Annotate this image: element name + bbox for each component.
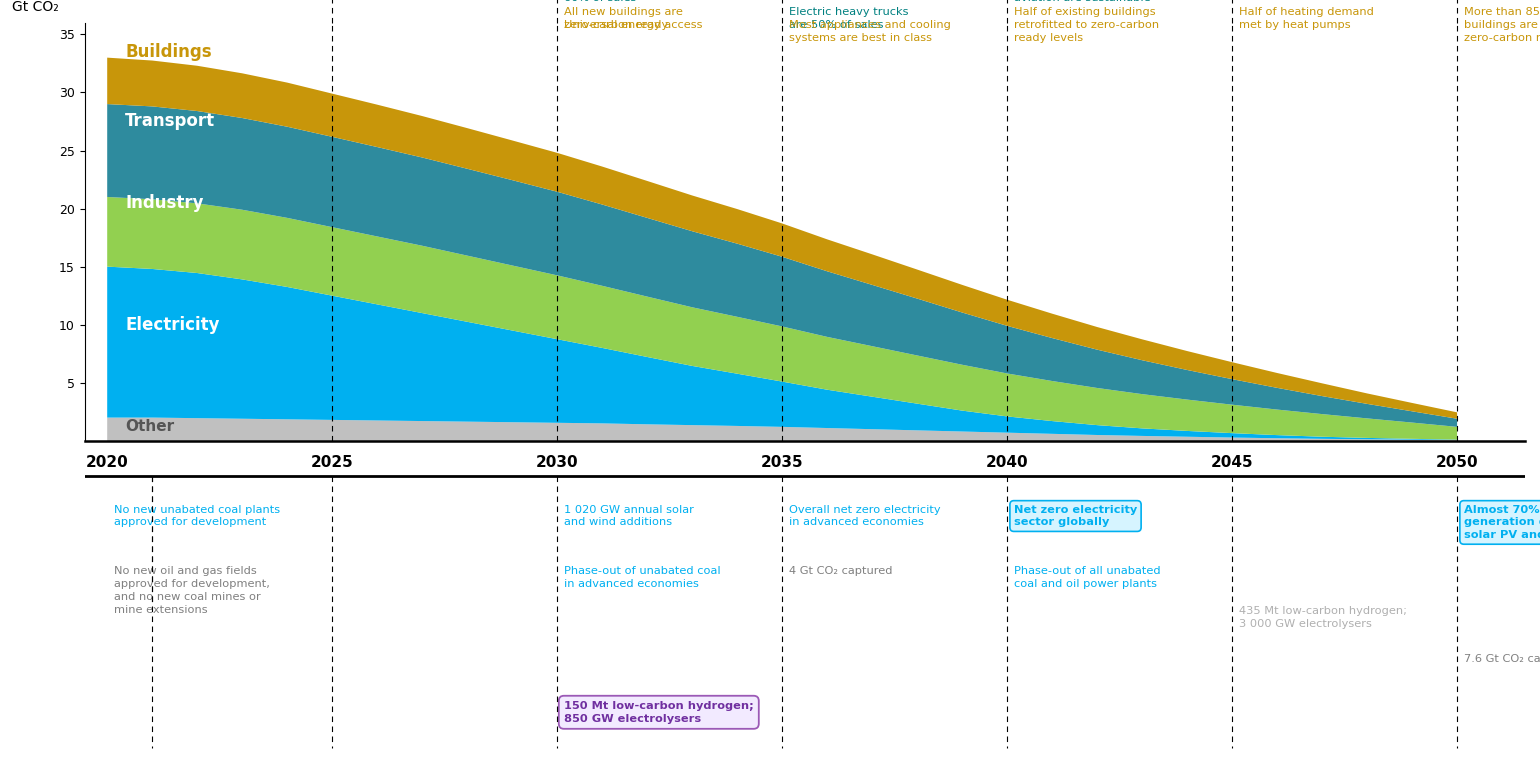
Text: 50% of fuels used in
aviation are sustainable: 50% of fuels used in aviation are sustai… (1013, 0, 1150, 3)
Text: Industry: Industry (125, 194, 203, 212)
Text: Gt CO₂: Gt CO₂ (12, 1, 59, 14)
Text: Overall net zero electricity
in advanced economies: Overall net zero electricity in advanced… (788, 505, 941, 527)
Text: 2025: 2025 (311, 455, 354, 470)
Text: Electric heavy trucks
are 50% of sales: Electric heavy trucks are 50% of sales (788, 7, 909, 30)
Text: 2050: 2050 (1435, 455, 1478, 470)
Text: Electricity: Electricity (125, 315, 220, 334)
Text: Electric cars are
60% of sales: Electric cars are 60% of sales (564, 0, 656, 3)
Text: Net zero electricity
sector globally: Net zero electricity sector globally (1013, 505, 1137, 527)
Text: 2035: 2035 (761, 455, 804, 470)
Text: 150 Mt low-carbon hydrogen;
850 GW electrolysers: 150 Mt low-carbon hydrogen; 850 GW elect… (564, 701, 753, 724)
Text: 2020: 2020 (86, 455, 128, 470)
Text: Half of heating demand
met by heat pumps: Half of heating demand met by heat pumps (1238, 7, 1374, 30)
Text: No new oil and gas fields
approved for development,
and no new coal mines or
min: No new oil and gas fields approved for d… (114, 566, 270, 615)
Text: More than 85% of
buildings are
zero-carbon ready: More than 85% of buildings are zero-carb… (1465, 7, 1540, 43)
Text: 2030: 2030 (536, 455, 579, 470)
Text: No new unabated coal plants
approved for development: No new unabated coal plants approved for… (114, 505, 280, 527)
Text: Other: Other (125, 420, 174, 435)
Text: Universal energy access: Universal energy access (564, 21, 702, 30)
Text: 1 020 GW annual solar
and wind additions: 1 020 GW annual solar and wind additions (564, 505, 695, 527)
Text: Most appliances and cooling
systems are best in class: Most appliances and cooling systems are … (788, 21, 950, 43)
Text: Transport: Transport (125, 112, 216, 131)
Text: 2045: 2045 (1210, 455, 1254, 470)
Text: 4 Gt CO₂ captured: 4 Gt CO₂ captured (788, 566, 892, 576)
Text: 2040: 2040 (986, 455, 1029, 470)
Text: Half of existing buildings
retrofitted to zero-carbon
ready levels: Half of existing buildings retrofitted t… (1013, 7, 1160, 43)
Text: 435 Mt low-carbon hydrogen;
3 000 GW electrolysers: 435 Mt low-carbon hydrogen; 3 000 GW ele… (1238, 606, 1408, 629)
Text: Phase-out of unabated coal
in advanced economies: Phase-out of unabated coal in advanced e… (564, 566, 721, 589)
Text: Buildings: Buildings (125, 43, 213, 61)
Text: All new buildings are
zero-carbon ready: All new buildings are zero-carbon ready (564, 7, 682, 30)
Text: Almost 70% of electricity
generation globally from
solar PV and wind: Almost 70% of electricity generation glo… (1465, 505, 1540, 540)
Text: 7.6 Gt CO₂ captured: 7.6 Gt CO₂ captured (1465, 654, 1540, 663)
Text: Phase-out of all unabated
coal and oil power plants: Phase-out of all unabated coal and oil p… (1013, 566, 1161, 589)
